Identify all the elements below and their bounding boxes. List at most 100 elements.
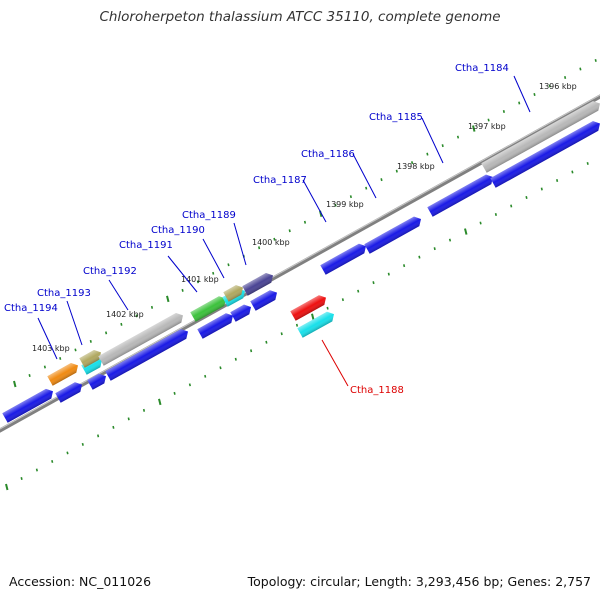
tick-mark — [533, 93, 536, 96]
gene-label[interactable]: Ctha_1190 — [151, 225, 205, 236]
tick-mark — [441, 144, 444, 148]
tick-mark — [380, 178, 383, 182]
accession-text: Accession: NC_011026 — [9, 574, 152, 589]
tick-mark — [510, 204, 513, 208]
tick-mark — [334, 203, 337, 207]
tick-mark — [411, 161, 414, 165]
kbp-labels: 1396 kbp 1397 kbp 1398 kbp 1399 kbp 1400 kbp… — [32, 82, 577, 353]
leader-line — [108, 279, 129, 311]
tick-mark — [280, 332, 283, 336]
leader-line — [66, 300, 83, 346]
gene-arrow-shade — [105, 329, 188, 381]
tick-mark — [212, 271, 215, 275]
gene-label[interactable]: Ctha_1186 — [301, 149, 355, 160]
tick-mark — [51, 459, 54, 463]
gene-arrow-shade — [230, 304, 252, 322]
tick-mark — [479, 221, 482, 225]
leader-line — [352, 153, 377, 199]
gene-label[interactable]: Ctha_1187 — [253, 175, 307, 186]
tick-mark — [173, 391, 176, 395]
tick-mark — [426, 152, 429, 156]
tick-mark — [112, 425, 115, 429]
gene-arrow-shade — [197, 313, 233, 339]
kbp-label: 1403 kbp — [32, 344, 70, 353]
gene-arrow[interactable] — [79, 348, 103, 368]
ticks-inner — [5, 161, 589, 491]
tick-mark — [234, 357, 237, 361]
gene-arrow-shade — [79, 350, 102, 368]
tick-mark — [357, 289, 360, 293]
gene-label[interactable]: Ctha_1185 — [369, 112, 423, 123]
tick-mark — [59, 356, 62, 360]
tick-mark — [487, 118, 490, 122]
gene-label[interactable]: Ctha_1192 — [83, 266, 137, 277]
gene-arrow[interactable] — [490, 119, 600, 188]
gene-arrow[interactable] — [320, 241, 368, 275]
gene-label[interactable]: Ctha_1188 — [350, 385, 404, 396]
gene-label[interactable]: Ctha_1184 — [455, 63, 509, 74]
tick-mark — [120, 322, 123, 326]
gene-arrow-shade — [81, 357, 103, 375]
tick-mark — [74, 348, 77, 352]
tick-mark — [265, 340, 268, 344]
gene-arrow[interactable] — [87, 371, 108, 390]
gene-arrow-shade — [490, 121, 600, 188]
gene-label[interactable]: Ctha_1189 — [182, 210, 236, 221]
tick-mark — [66, 451, 69, 455]
gene-arrow[interactable] — [55, 380, 84, 403]
gene-arrow[interactable] — [290, 293, 328, 321]
tick-mark — [196, 280, 199, 284]
gene-arrow[interactable] — [47, 361, 80, 386]
gene-arrow[interactable] — [297, 309, 336, 338]
tick-mark — [28, 374, 31, 377]
tick-mark — [448, 238, 452, 242]
gene-arrow-shade — [47, 363, 79, 386]
gene-arrow-shade — [190, 296, 226, 322]
leader-line — [233, 222, 247, 266]
kbp-label: 1400 kbp — [252, 238, 290, 247]
gene-label[interactable]: Ctha_1194 — [4, 303, 58, 314]
gene-arrow-shade — [364, 216, 422, 254]
tick-mark — [188, 383, 191, 387]
gene-arrow-shade — [250, 290, 277, 311]
tick-mark — [35, 468, 38, 472]
tick-mark — [97, 434, 100, 438]
tick-mark — [564, 75, 567, 79]
tick-mark — [464, 228, 468, 235]
tick-mark — [250, 349, 253, 353]
gene-arrow-shade — [87, 373, 107, 390]
map-title: Chloroherpeton thalassium ATCC 35110, co… — [99, 9, 501, 25]
gene-label[interactable]: Ctha_1191 — [119, 240, 173, 251]
gene-arrow[interactable] — [98, 311, 185, 366]
gene-arrow[interactable] — [230, 302, 253, 322]
gene-arrow[interactable] — [242, 271, 275, 296]
gene-arrow-shade — [427, 174, 494, 217]
tick-mark — [571, 170, 574, 174]
tick-mark — [579, 67, 582, 71]
gene-arrow[interactable] — [250, 288, 279, 311]
gene-arrow[interactable] — [2, 386, 55, 423]
gene-arrow[interactable] — [197, 311, 235, 339]
gene-arrow-shade — [242, 273, 274, 296]
leader-line — [202, 238, 225, 279]
tick-mark — [258, 246, 261, 250]
gene-label[interactable]: Ctha_1193 — [37, 288, 91, 299]
tick-mark — [81, 442, 84, 446]
gene-arrow-shade — [55, 382, 82, 403]
tick-mark — [548, 84, 551, 88]
tick-mark — [472, 125, 476, 132]
gene-arrow[interactable] — [81, 355, 104, 375]
tick-mark — [135, 314, 138, 318]
gene-arrow[interactable] — [223, 283, 245, 302]
tick-mark — [105, 331, 108, 335]
gene-arrow[interactable] — [364, 214, 423, 254]
kbp-label: 1396 kbp — [539, 82, 577, 91]
leader-line — [167, 255, 198, 293]
tick-mark — [181, 288, 184, 292]
gene-arrow[interactable] — [481, 99, 600, 173]
gene-arrow[interactable] — [190, 294, 228, 322]
gene-arrow[interactable] — [427, 172, 495, 217]
gene-arrow[interactable] — [105, 327, 190, 381]
kbp-label: 1401 kbp — [181, 275, 219, 284]
